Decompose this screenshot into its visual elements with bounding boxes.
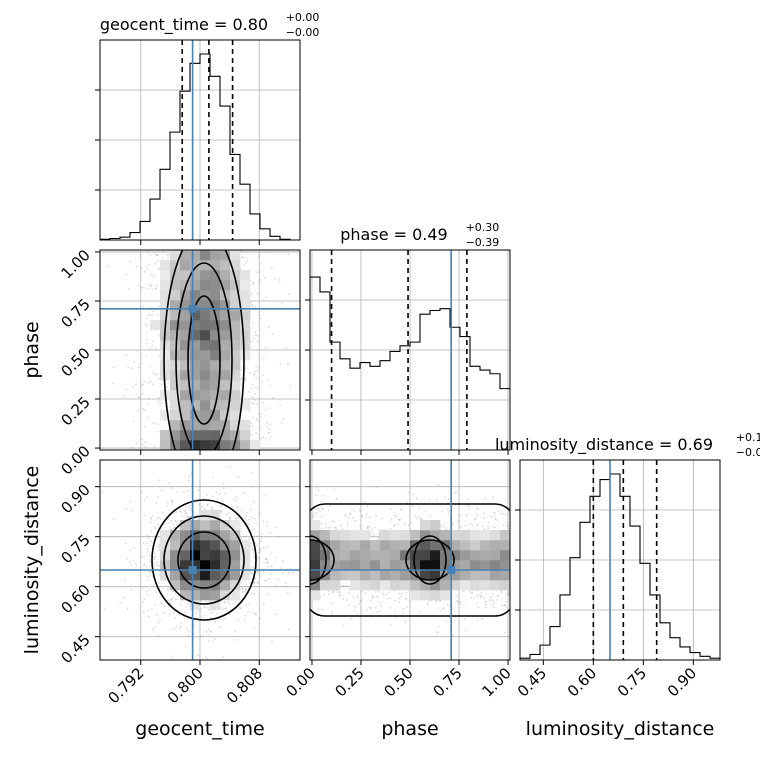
x-tick-label: 0.75	[429, 664, 465, 700]
contour	[187, 295, 221, 425]
histogram-luminosity_distance: 0.45 0.60 0.75 0.90 luminosity_distance = 0.…	[495, 431, 760, 700]
x-tick-label: 1.00	[479, 664, 515, 700]
scatter-geocent_time-vs-phase: 0.00 0.25 0.50 0.75 1.00	[57, 246, 301, 478]
y-tick-label: 0.25	[57, 393, 93, 429]
title-upper-error: +0.00	[286, 11, 320, 24]
truth-marker	[447, 566, 456, 574]
x-axis-label-geocent_time: geocent_time	[135, 718, 264, 740]
scatter-phase-vs-luminosity_distance: 0.00 0.25 0.50 0.75 1.00	[282, 459, 515, 700]
x-tick-label: 0.792	[104, 664, 147, 707]
contour	[177, 531, 231, 589]
y-tick-label: 0.90	[57, 481, 93, 517]
contour	[310, 539, 335, 581]
y-tick-label: 0.75	[57, 531, 93, 567]
contours	[151, 499, 257, 621]
x-tick-label: 0.50	[380, 664, 416, 700]
title-upper-error: +0.10	[736, 431, 760, 444]
panel-title: luminosity_distance = 0.69	[495, 435, 713, 455]
histogram-step	[310, 276, 510, 450]
title-upper-error: +0.30	[466, 221, 500, 234]
y-tick-label: 0.60	[57, 581, 93, 617]
title-lower-error: −0.09	[736, 446, 760, 459]
density-bins	[310, 520, 510, 601]
title-lower-error: −0.00	[286, 26, 320, 39]
panel-title: geocent_time = 0.80	[100, 15, 268, 35]
density-bins	[160, 510, 251, 611]
contour	[163, 250, 245, 450]
y-tick-label: 0.75	[57, 295, 93, 331]
x-tick-label: 0.90	[664, 664, 700, 700]
x-tick-label: 0.45	[514, 664, 550, 700]
contour	[175, 262, 233, 450]
truth-marker	[188, 304, 197, 313]
contour	[163, 515, 245, 605]
contour	[405, 539, 455, 581]
title-lower-error: −0.39	[466, 236, 500, 249]
x-tick-label: 0.00	[282, 664, 318, 700]
histogram-step	[100, 53, 300, 240]
x-axis-label-luminosity_distance: luminosity_distance	[526, 718, 715, 740]
x-tick-label: 0.60	[564, 664, 600, 700]
x-axis-label-phase: phase	[381, 718, 438, 740]
contour	[413, 535, 447, 585]
y-axis-label-phase: phase	[21, 321, 43, 378]
histogram-phase: phase = 0.49 +0.30 −0.39	[305, 221, 511, 455]
y-tick-label: 0.00	[57, 442, 93, 478]
truth-marker	[188, 566, 197, 574]
contour	[151, 499, 257, 621]
x-tick-label: 0.800	[164, 664, 207, 707]
panel-title: phase = 0.49	[340, 225, 447, 244]
y-tick-label: 1.00	[57, 246, 93, 282]
x-tick-label: 0.808	[223, 664, 266, 707]
contour	[310, 503, 510, 617]
y-tick-label: 0.45	[57, 631, 93, 667]
histogram-geocent_time: geocent_time = 0.80 +0.00 −0.00	[95, 11, 319, 245]
x-tick-label: 0.25	[331, 664, 367, 700]
contours	[163, 250, 245, 450]
scatter-geocent_time-vs-luminosity_distance: 0.792 0.800 0.808 0.45 0.60 0.75 0.90	[57, 459, 301, 707]
x-tick-label: 0.75	[614, 664, 650, 700]
y-tick-label: 0.50	[57, 344, 93, 380]
y-axis-label-luminosity_distance: luminosity_distance	[21, 466, 43, 655]
contours	[310, 503, 510, 617]
histogram-step	[520, 473, 720, 660]
contour	[310, 535, 327, 585]
